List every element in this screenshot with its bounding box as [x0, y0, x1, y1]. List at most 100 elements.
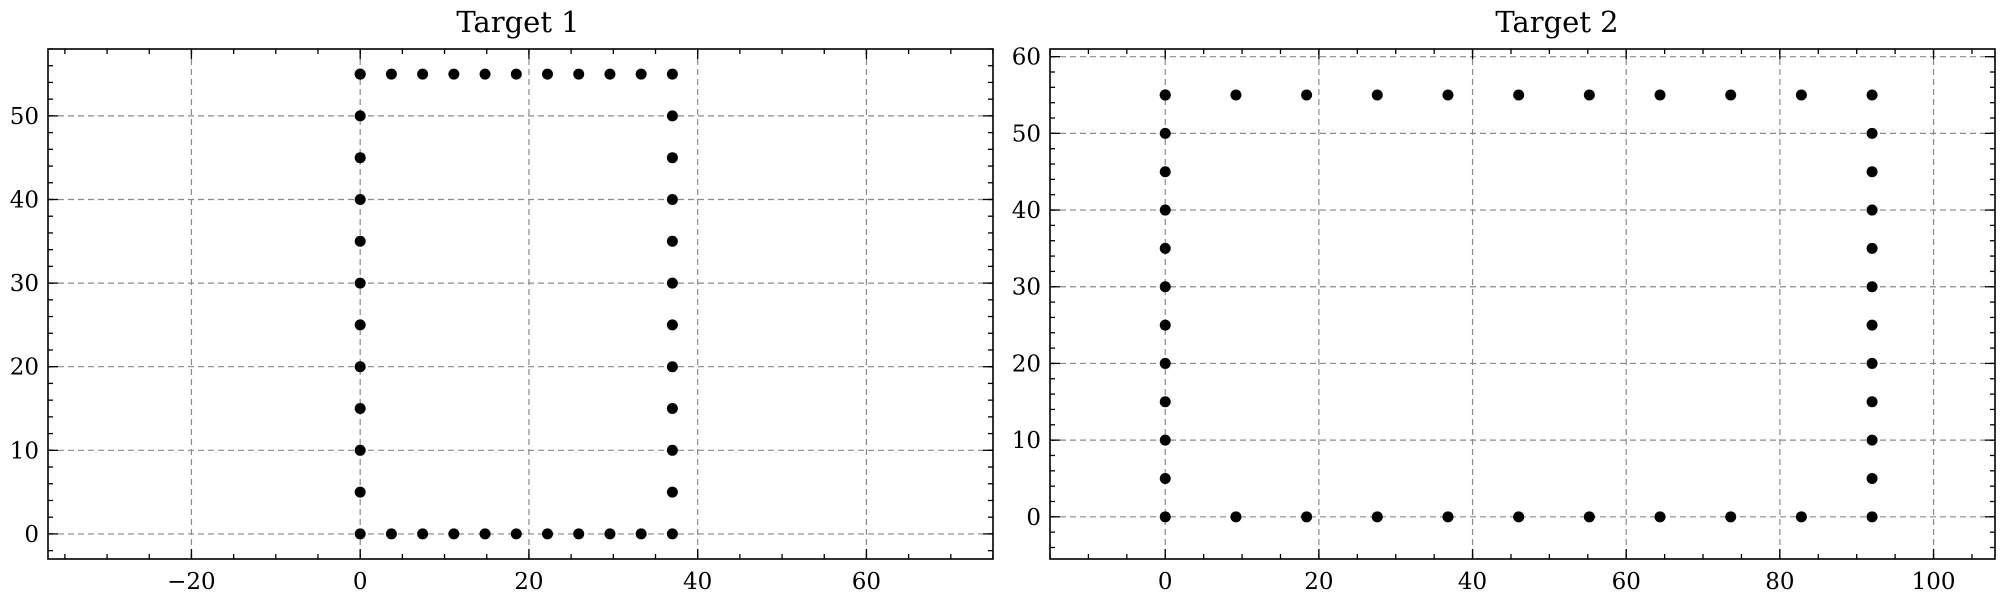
- data-point: [1866, 319, 1878, 331]
- target-1-title: Target 1: [456, 5, 579, 39]
- y-tick-label: 20: [10, 355, 39, 381]
- y-tick-label: 40: [1012, 198, 1041, 224]
- data-point: [448, 68, 460, 80]
- data-point: [354, 277, 366, 289]
- data-point: [573, 528, 585, 540]
- y-tick-label: 0: [24, 522, 39, 548]
- data-point: [666, 528, 678, 540]
- data-point: [1795, 89, 1807, 101]
- x-tick-label: 60: [852, 569, 881, 595]
- data-point: [1371, 89, 1383, 101]
- data-point: [1795, 511, 1807, 523]
- data-point: [1159, 319, 1171, 331]
- x-tick-label: 20: [514, 569, 543, 595]
- data-point: [1159, 127, 1171, 139]
- data-point: [1866, 281, 1878, 293]
- data-point: [354, 68, 366, 80]
- data-point: [417, 528, 429, 540]
- data-point: [1866, 357, 1878, 369]
- x-tick-label: 0: [353, 569, 368, 595]
- data-point: [1159, 166, 1171, 178]
- data-point: [1159, 357, 1171, 369]
- data-point: [1513, 89, 1525, 101]
- x-tick-label: 100: [1912, 569, 1956, 595]
- data-point: [1442, 511, 1454, 523]
- data-point: [385, 528, 397, 540]
- y-tick-label: 0: [1026, 505, 1041, 531]
- data-point: [1159, 434, 1171, 446]
- data-point: [666, 277, 678, 289]
- data-point: [510, 68, 522, 80]
- data-point: [354, 486, 366, 498]
- data-point: [354, 528, 366, 540]
- data-point: [1301, 89, 1313, 101]
- data-point: [479, 68, 491, 80]
- data-point: [354, 110, 366, 122]
- data-point: [604, 528, 616, 540]
- data-point: [542, 68, 553, 80]
- x-tick-label: 60: [1612, 569, 1641, 595]
- data-point: [354, 235, 366, 247]
- data-point: [1866, 434, 1878, 446]
- data-point: [1159, 396, 1171, 408]
- x-tick-label: 20: [1304, 569, 1333, 595]
- data-point: [542, 528, 553, 540]
- data-point: [354, 319, 366, 331]
- data-point: [1583, 511, 1595, 523]
- target-1-panel: Target 1 −20 0 20 40 60 0 10 20 30 40 50: [10, 5, 994, 595]
- data-point: [354, 361, 366, 373]
- data-point: [666, 68, 678, 80]
- y-tick-label: 60: [1012, 45, 1041, 71]
- data-point: [1159, 281, 1171, 293]
- data-point: [635, 528, 647, 540]
- data-point: [666, 444, 678, 456]
- target-2-title: Target 2: [1495, 5, 1618, 39]
- y-tick-label: 50: [10, 104, 39, 130]
- data-point: [1866, 166, 1878, 178]
- data-point: [1159, 472, 1171, 484]
- data-point: [1301, 511, 1313, 523]
- axes-frame: [1049, 48, 1996, 560]
- data-point: [1654, 511, 1666, 523]
- data-point: [1159, 204, 1171, 216]
- data-point: [1866, 472, 1878, 484]
- data-point: [1159, 242, 1171, 254]
- x-tick-label: −20: [167, 569, 216, 595]
- data-point: [1442, 89, 1454, 101]
- data-point: [666, 403, 678, 415]
- data-point: [666, 361, 678, 373]
- data-point: [1866, 127, 1878, 139]
- data-point: [1583, 89, 1595, 101]
- x-tick-label: 40: [1458, 569, 1487, 595]
- data-point: [1866, 511, 1878, 523]
- data-point: [354, 403, 366, 415]
- data-point: [635, 68, 647, 80]
- data-point: [666, 319, 678, 331]
- data-point: [354, 444, 366, 456]
- data-point: [479, 528, 491, 540]
- data-point: [1159, 89, 1171, 101]
- x-tick-label: 0: [1158, 569, 1173, 595]
- data-point: [666, 235, 678, 247]
- data-point: [666, 193, 678, 205]
- data-point: [573, 68, 585, 80]
- data-point: [666, 486, 678, 498]
- data-point: [604, 68, 616, 80]
- data-point: [1866, 242, 1878, 254]
- y-tick-label: 10: [1012, 428, 1041, 454]
- data-point: [354, 193, 366, 205]
- data-point: [1230, 511, 1242, 523]
- data-point: [1159, 511, 1171, 523]
- data-point: [417, 68, 429, 80]
- data-point: [354, 152, 366, 164]
- data-point: [1866, 204, 1878, 216]
- data-point: [1725, 89, 1737, 101]
- data-point: [1725, 511, 1737, 523]
- y-tick-label: 30: [10, 271, 39, 297]
- x-tick-label: 80: [1765, 569, 1794, 595]
- data-point: [510, 528, 522, 540]
- axes-frame: [47, 48, 994, 560]
- data-point: [385, 68, 397, 80]
- data-point: [1513, 511, 1525, 523]
